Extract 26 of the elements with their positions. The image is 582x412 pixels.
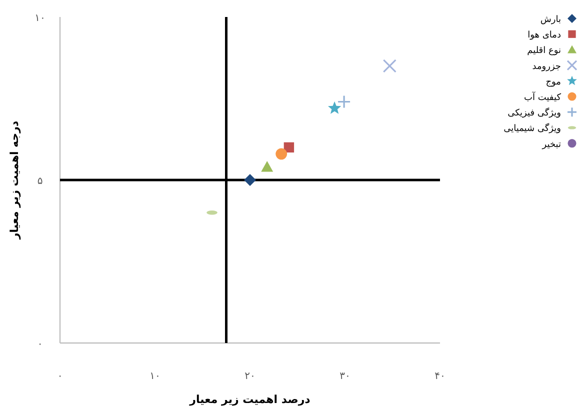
legend-label: بارش: [540, 15, 561, 25]
x-axis-title: درصد اهمیت زیر معیار: [188, 393, 311, 406]
legend-label: تبخیر: [541, 140, 562, 150]
x-tick-label: ۴۰: [434, 371, 446, 382]
legend-label: دمای هوا: [528, 30, 561, 41]
y-tick-label: ۱۰: [34, 13, 46, 24]
x-tick-label: ۲۰: [244, 371, 256, 382]
legend-label: نوع اقلیم: [527, 46, 561, 56]
x-tick-label: ۳۰: [340, 371, 350, 382]
point: [328, 101, 342, 114]
point: [284, 142, 294, 152]
legend-label: کیفیت آب: [524, 91, 562, 103]
point: [261, 160, 274, 172]
y-tick-label: ۰: [37, 339, 43, 350]
legend-label: ویژگی فیزیکی: [508, 106, 561, 119]
point: [382, 59, 396, 73]
x-tick-label: ۱۰: [150, 371, 160, 382]
y-axis-title: درجه اهمیت زیر معیار: [8, 120, 21, 240]
legend-label: موج: [546, 77, 562, 88]
point: [276, 148, 288, 160]
point: [244, 174, 256, 186]
legend-label: ویژگی شیمیایی: [504, 122, 561, 134]
y-tick-label: ۵: [37, 176, 43, 187]
x-tick-label: ۰: [57, 371, 63, 382]
legend-label: جزرومد: [532, 62, 561, 72]
point: [337, 94, 351, 109]
